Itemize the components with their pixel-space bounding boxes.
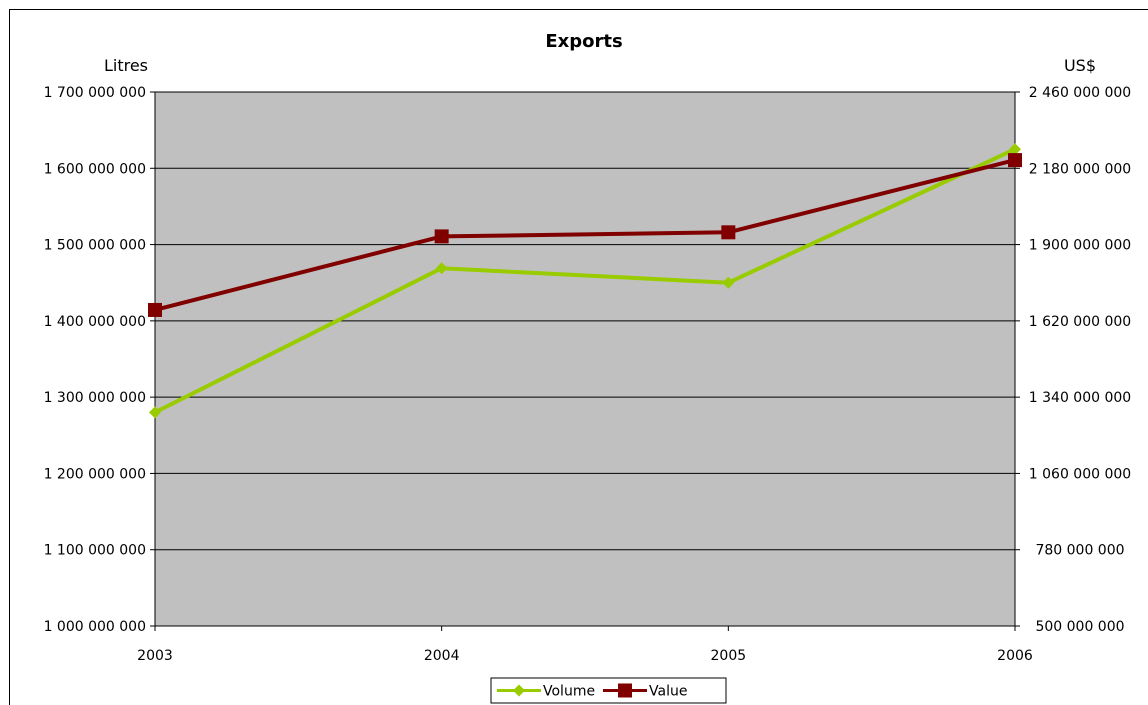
data-point-value (1008, 153, 1022, 168)
right-tick-label: 500 000 000 (1035, 619, 1124, 635)
right-axis-ticks: 500 000 000 780 000 000 1 060 000 000 1 340… (1015, 85, 1131, 635)
data-point-volume (1009, 143, 1021, 156)
series-line-value (154, 158, 1016, 312)
legend: Volume Value (490, 677, 727, 704)
chart-frame (9, 9, 1148, 705)
series-line-volume (154, 147, 1016, 415)
legend-swatch-marker (618, 683, 632, 698)
left-tick-label: 1 500 000 000 (44, 238, 146, 254)
series-value (148, 153, 1022, 317)
right-tick-label: 2 460 000 000 (1029, 85, 1131, 101)
x-axis-ticks: 2003 2004 2005 2006 (137, 626, 1033, 664)
left-axis-ticks: 1 000 000 000 1 100 000 000 1 200 000 000 1… (44, 85, 155, 635)
plot-area (155, 92, 1015, 626)
left-tick-label: 1 200 000 000 (44, 466, 146, 482)
left-tick-label: 1 100 000 000 (44, 543, 146, 559)
right-tick-label: 1 060 000 000 (1029, 466, 1131, 482)
series-layer (148, 143, 1022, 419)
right-tick-label: 2 180 000 000 (1029, 161, 1131, 177)
left-tick-label: 1 000 000 000 (44, 619, 146, 635)
right-axis-title: US$ (1064, 56, 1096, 75)
x-tick-label: 2003 (137, 648, 173, 664)
legend-swatch-marker (513, 684, 525, 697)
left-tick-label: 1 400 000 000 (44, 314, 146, 330)
left-tick-label: 1 600 000 000 (44, 161, 146, 177)
right-tick-label: 780 000 000 (1035, 543, 1124, 559)
legend-item-value: Value (603, 683, 687, 700)
x-tick-label: 2005 (711, 648, 747, 664)
data-point-volume (435, 262, 448, 275)
series-volume (149, 143, 1021, 419)
legend-label: Value (649, 684, 687, 700)
left-tick-label: 1 300 000 000 (44, 390, 146, 406)
legend-item-volume: Volume (497, 684, 595, 700)
x-tick-label: 2004 (424, 648, 460, 664)
legend-label: Volume (543, 684, 595, 700)
x-tick-label: 2006 (997, 648, 1033, 664)
left-axis-title: Litres (104, 56, 148, 75)
data-point-volume (722, 276, 735, 289)
right-tick-label: 1 620 000 000 (1029, 314, 1131, 330)
data-point-volume (149, 406, 161, 419)
data-point-value (721, 225, 736, 240)
right-tick-label: 1 340 000 000 (1029, 390, 1131, 406)
right-tick-label: 1 900 000 000 (1029, 238, 1131, 254)
data-point-value (434, 229, 449, 244)
chart-title: Exports (545, 31, 622, 52)
data-point-value (148, 302, 162, 317)
left-tick-label: 1 700 000 000 (44, 85, 146, 101)
axes (154, 92, 1016, 627)
